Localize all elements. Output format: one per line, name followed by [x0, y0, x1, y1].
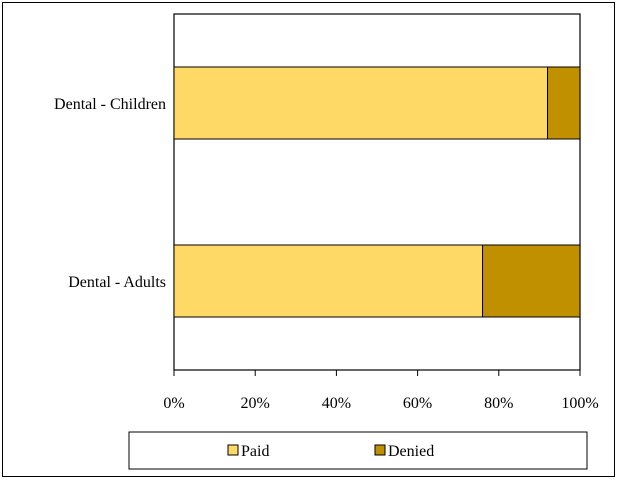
category-label: Dental - Children — [54, 96, 166, 113]
bar-denied-1 — [547, 66, 581, 140]
legend-swatch-paid — [227, 444, 239, 456]
bar-paid-2 — [173, 244, 484, 318]
x-tick-label: 40% — [322, 395, 351, 412]
bar-paid-1 — [173, 66, 549, 140]
bars-layer — [173, 66, 581, 318]
legend-label-paid: Paid — [241, 443, 269, 460]
x-tick-label: 80% — [484, 395, 513, 412]
legend-label-denied: Denied — [388, 443, 434, 460]
bar-denied-2 — [482, 244, 581, 318]
x-axis-ticks: 0% 20% 40% 60% 80% 100% — [163, 370, 599, 412]
category-label: Dental - Adults — [68, 274, 166, 291]
category-labels: Dental - Children Dental - Adults — [54, 96, 166, 291]
legend-items: Paid Denied — [227, 443, 434, 460]
legend: Paid Denied — [128, 431, 588, 470]
legend-box — [128, 431, 588, 470]
legend-swatch-denied — [374, 444, 386, 456]
x-tick-label: 60% — [403, 395, 432, 412]
x-tick-label: 20% — [241, 395, 270, 412]
x-tick-label: 100% — [561, 395, 598, 412]
x-tick-label: 0% — [163, 395, 184, 412]
